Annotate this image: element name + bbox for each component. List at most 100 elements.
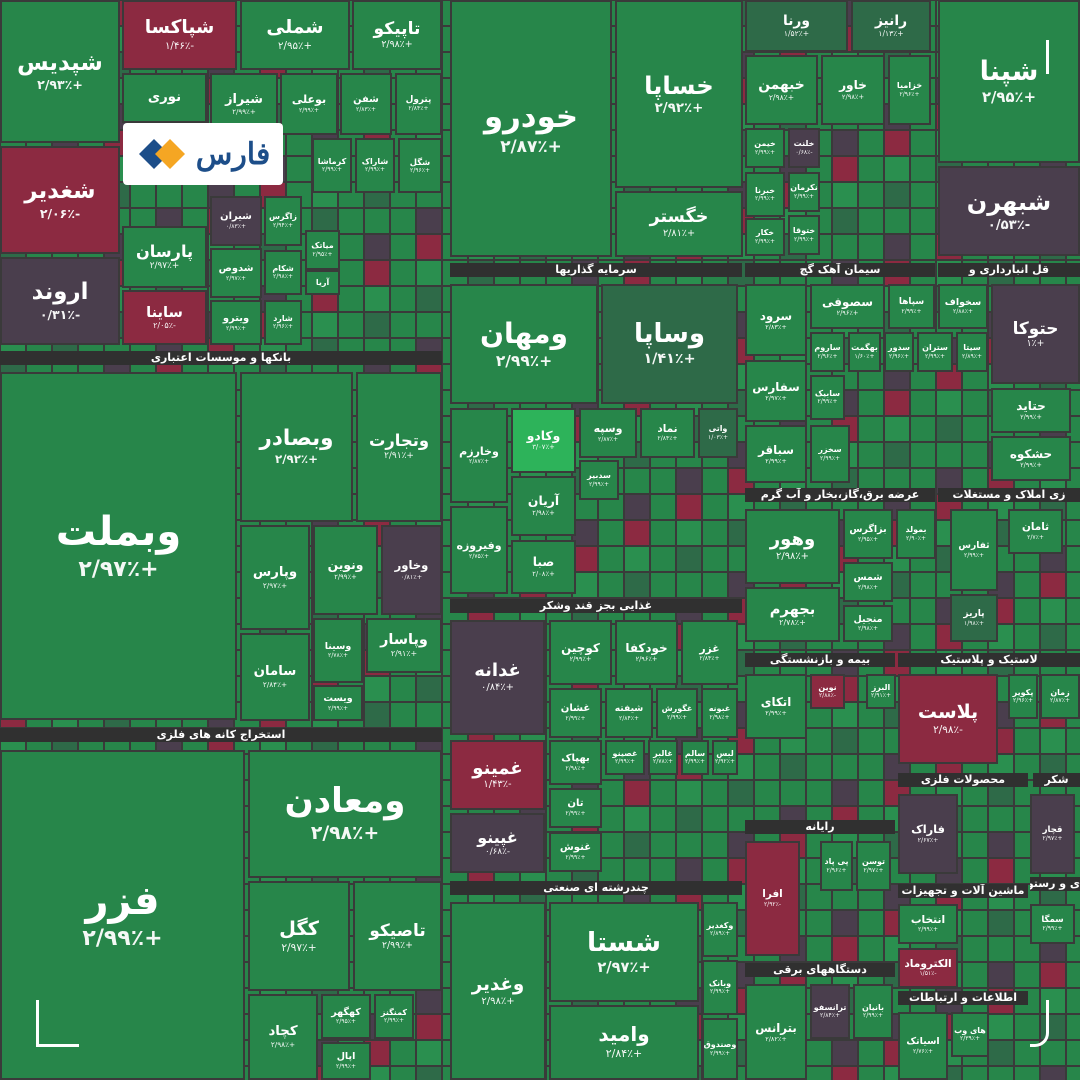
filler-cell (1066, 1066, 1080, 1080)
stock-name: تاپیکو (373, 18, 421, 39)
stock-tile: غمینو -۱/۴۳٪ (450, 740, 545, 810)
filler-cell (390, 208, 416, 234)
filler-cell (910, 390, 936, 416)
stock-change: +۲/۹۶٪ (899, 91, 920, 98)
stock-tile: ومهان +۲/۹۹٪ (450, 284, 598, 404)
stock-name: میاتک (311, 241, 334, 251)
filler-cell (1066, 1040, 1080, 1066)
filler-cell (416, 208, 442, 234)
filler-cell (962, 1066, 988, 1080)
stock-change: +۲/۹۷٪ (765, 393, 787, 402)
stock-change: +۱/۴۱٪ (643, 351, 696, 368)
sector-label: غذایی بجز قند وشکر (450, 599, 742, 613)
filler-cell (832, 182, 858, 208)
filler-cell (910, 182, 936, 208)
stock-name: زاگرس (269, 212, 298, 222)
stock-tile: منجیل +۲/۹۸٪ (843, 605, 893, 642)
filler-cell (364, 260, 390, 286)
stock-name: پی پاد (824, 857, 849, 867)
stock-name: سپاها (898, 297, 925, 308)
filler-cell (884, 182, 910, 208)
filler-cell (1066, 962, 1080, 988)
filler-cell (598, 520, 624, 546)
stock-change: +۲/۹۹٪ (1042, 925, 1063, 933)
filler-cell (962, 936, 988, 962)
stock-change: +۲/۹۸٪ (273, 273, 293, 281)
filler-cell (1066, 520, 1080, 546)
filler-cell (338, 286, 364, 312)
filler-cell (806, 780, 832, 806)
stock-tile: غزر +۲/۸۴٪ (681, 620, 738, 685)
stock-change: +۲/۹۷٪ (1042, 835, 1063, 843)
stock-tile: غصینو +۲/۹۹٪ (605, 740, 645, 775)
filler-cell (858, 910, 884, 936)
sector-label: سیمان آهک گچ (745, 263, 935, 277)
stock-name: منجیل (853, 613, 883, 625)
stock-tile: پارسان +۲/۹۷٪ (122, 226, 207, 288)
filler-cell (1066, 624, 1080, 650)
filler-cell (702, 806, 728, 832)
stock-tile: شستا +۲/۹۷٪ (549, 902, 699, 1002)
stock-name: شغدیر (24, 178, 96, 205)
stock-tile: شکام +۲/۹۸٪ (264, 250, 302, 295)
filler-cell (624, 572, 650, 598)
filler-cell (962, 416, 988, 442)
filler-cell (1014, 572, 1040, 598)
stock-change: +۲/۹۳٪ (37, 77, 83, 93)
stock-tile: سباقر +۲/۹۹٪ (745, 425, 807, 483)
stock-change: +۲/۹۹٪ (232, 107, 256, 117)
filler-cell (780, 754, 806, 780)
filler-cell (338, 234, 364, 260)
stock-change: -۲/۹۸٪ (933, 723, 963, 736)
filler-cell (988, 832, 1014, 858)
filler-cell (858, 1040, 884, 1066)
stock-name: افرا (762, 888, 783, 901)
stock-tile: شگل +۲/۹۶٪ (398, 138, 442, 193)
logo-icon (138, 139, 185, 169)
stock-change: +۲/۹۹٪ (589, 480, 609, 488)
stock-tile: شیران +۰/۸۳٪ (210, 196, 262, 246)
stock-tile: ختوقا +۲/۹۹٪ (788, 215, 820, 255)
filler-cell (650, 832, 676, 858)
stock-name: خلنت (793, 139, 815, 149)
filler-cell (832, 728, 858, 754)
stock-name: سالم (684, 748, 706, 758)
stock-change: +۲/۹۹٪ (685, 758, 705, 766)
stock-change: -۱/۵۱٪ (919, 970, 937, 978)
stock-name: کگل (279, 917, 319, 941)
stock-change: +۲/۹۹٪ (615, 758, 635, 766)
stock-name: بجهرم (769, 600, 816, 618)
stock-change: +۲/۹۶٪ (889, 352, 909, 360)
filler-cell (910, 156, 936, 182)
stock-name: وفیروزه (456, 539, 502, 553)
stock-tile: بترانس +۲/۸۲٪ (745, 984, 807, 1080)
stock-tile: سیتا +۲/۸۹٪ (956, 332, 988, 372)
stock-name: وامید (598, 1022, 650, 1047)
stock-tile: کگل +۲/۹۷٪ (248, 881, 350, 991)
filler-cell (1040, 624, 1066, 650)
stock-change: +۲/۹۹٪ (322, 166, 342, 174)
stock-change: +۲/۹۶٪ (1013, 697, 1033, 705)
stock-tile: ثفارس +۲/۹۹٪ (950, 509, 998, 591)
stock-name: ومعادن (284, 781, 406, 822)
stock-change: +۲/۹۹٪ (863, 1012, 883, 1020)
filler-cell (416, 1014, 442, 1040)
sector-label: بیمه و بازنشستگی (745, 653, 895, 667)
stock-name: ویترو (222, 312, 250, 324)
stock-tile: کوچین +۲/۹۹٪ (549, 620, 612, 685)
filler-cell (858, 390, 884, 416)
stock-change: +۲/۹۷٪ (226, 275, 246, 283)
stock-tile: خساپا +۲/۹۲٪ (615, 0, 743, 188)
filler-cell (1040, 572, 1066, 598)
stock-name: غشان (560, 703, 591, 715)
stock-name: شمس (853, 572, 883, 584)
filler-cell (390, 1040, 416, 1066)
stock-name: بهگمت (851, 343, 878, 353)
stock-name: کرماشا (317, 156, 347, 166)
stock-change: -۱/۴۳٪ (483, 779, 512, 791)
stock-change: +۲/۹۹٪ (710, 1049, 730, 1057)
stock-tile: وخاور +۰/۸۱٪ (381, 525, 442, 615)
stock-name: وسینا (324, 640, 352, 652)
stock-tile: شیفته +۲/۸۴٪ (605, 688, 653, 738)
stock-tile: اپال +۲/۹۹٪ (321, 1042, 371, 1080)
